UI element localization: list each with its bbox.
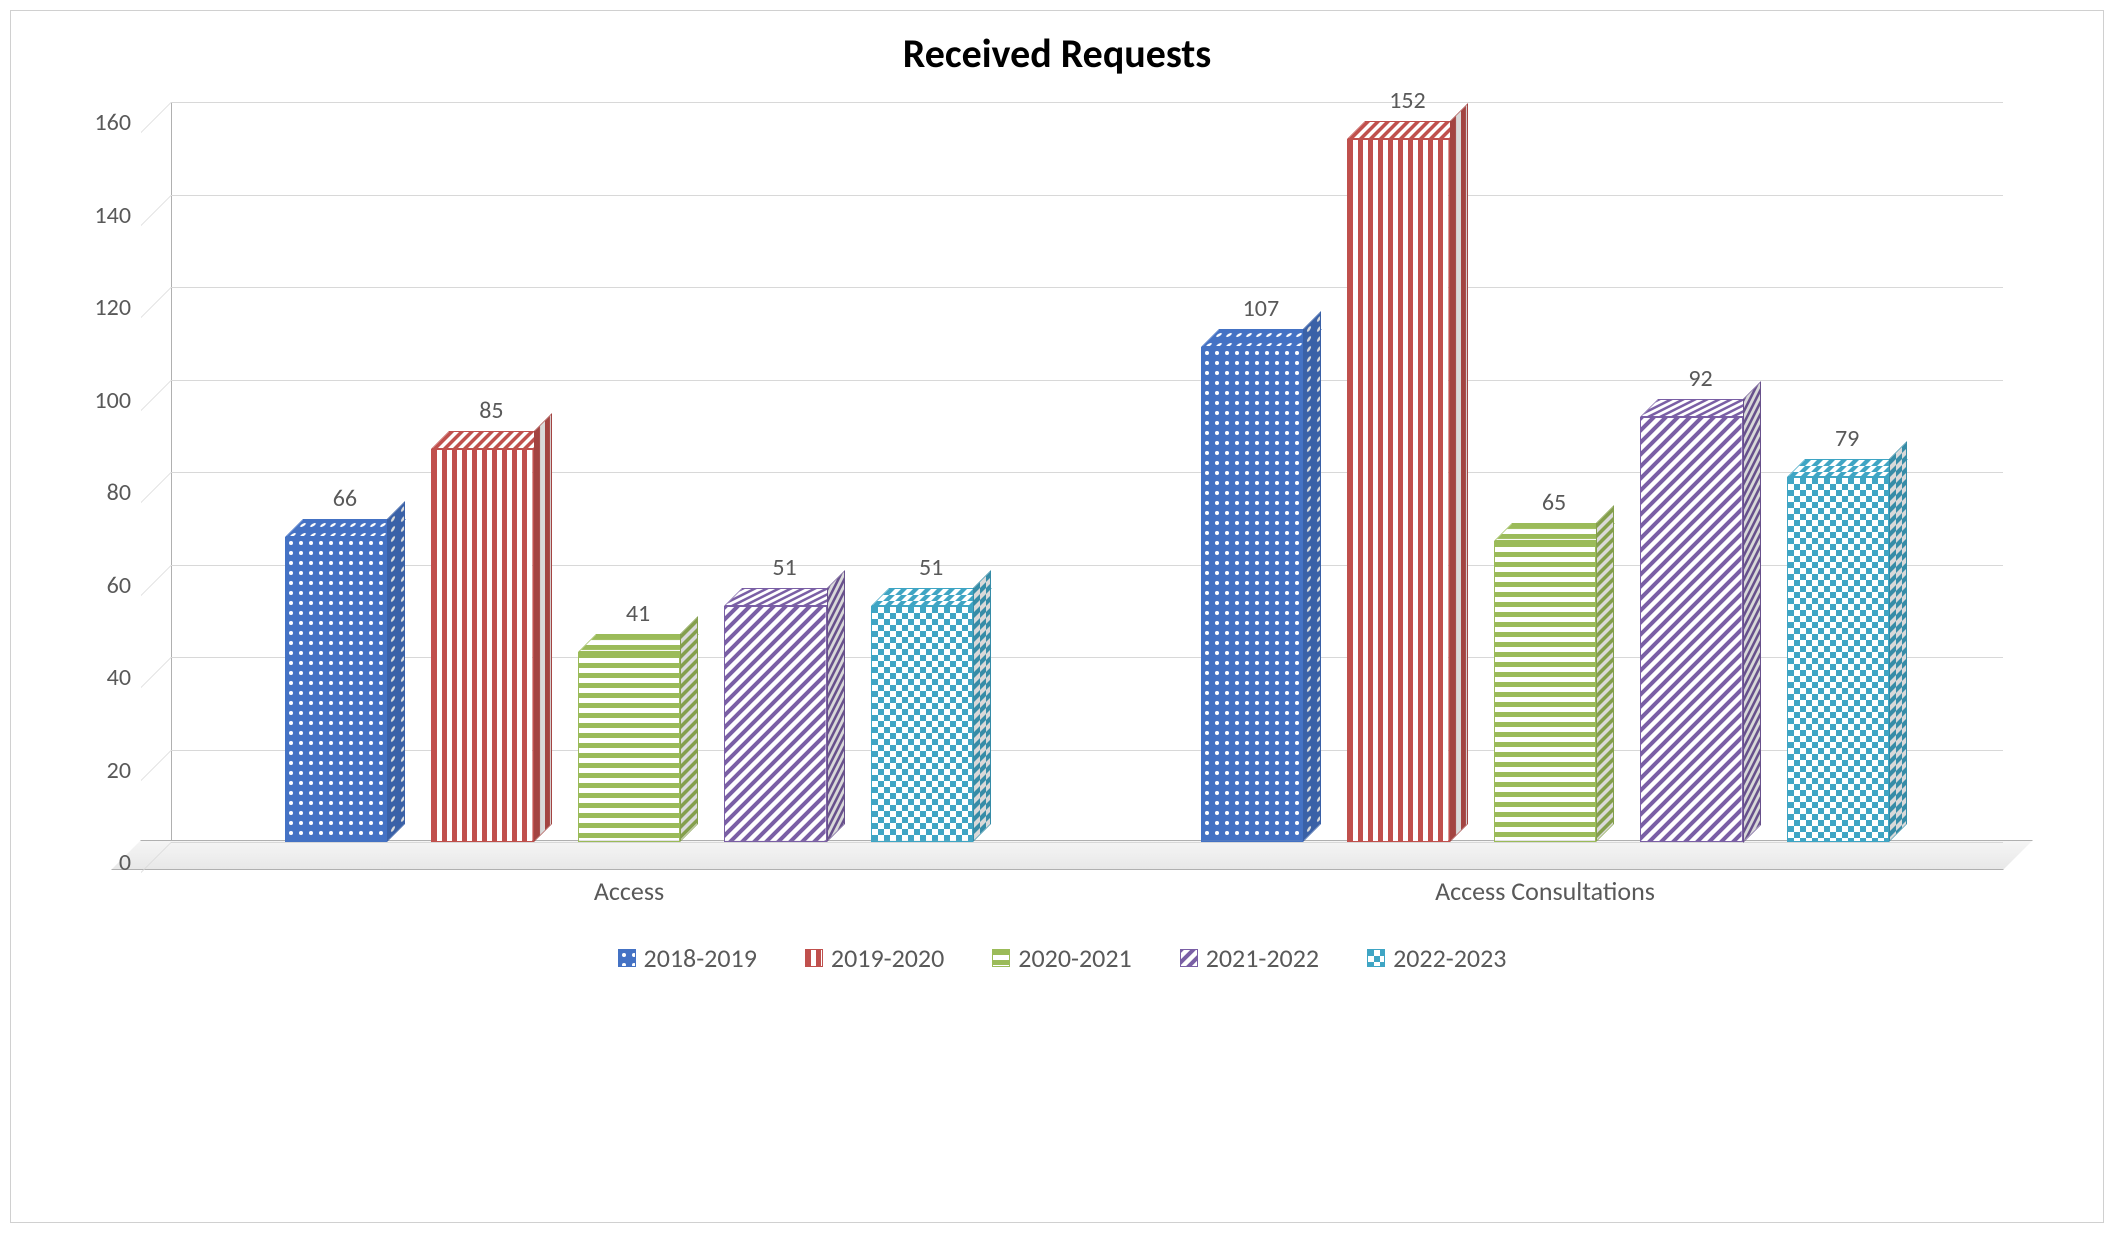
data-label: 66	[305, 484, 385, 513]
y-tick-label: 160	[81, 108, 131, 137]
y-tick-label: 100	[81, 386, 131, 415]
bars-layer: 6685415151107152659279	[171, 102, 2003, 842]
gridline-side	[141, 565, 171, 626]
y-tick-label: 60	[81, 571, 131, 600]
legend-swatch	[1180, 949, 1198, 967]
legend-item: 2022-2023	[1367, 942, 1506, 974]
y-tick-label: 0	[81, 848, 131, 877]
bar	[871, 606, 974, 842]
x-category-label: Access	[171, 875, 1087, 907]
data-label: 65	[1514, 488, 1594, 517]
legend-swatch	[992, 949, 1010, 967]
gridline-side	[141, 287, 171, 348]
y-tick-label: 120	[81, 293, 131, 322]
plot-area: 020406080100120140160 668541515110715265…	[81, 102, 2043, 902]
data-label: 41	[598, 599, 678, 628]
chart-frame: Received Requests 020406080100120140160 …	[10, 10, 2104, 1223]
bar	[724, 606, 827, 842]
plot-wrapper: 020406080100120140160 668541515110715265…	[81, 102, 2043, 974]
legend-item: 2018-2019	[618, 942, 757, 974]
legend-label: 2018-2019	[644, 942, 757, 974]
gridline-side	[141, 102, 171, 163]
data-label: 107	[1221, 294, 1301, 323]
legend: 2018-2019 2019-2020 2020-2021 2021-2022 2022…	[81, 942, 2043, 974]
y-tick-label: 40	[81, 663, 131, 692]
gridline-side	[141, 472, 171, 533]
data-label: 92	[1661, 364, 1741, 393]
data-label: 79	[1807, 424, 1887, 453]
legend-swatch	[1367, 949, 1385, 967]
bar	[1201, 347, 1304, 842]
legend-item: 2019-2020	[805, 942, 944, 974]
gridline-side	[141, 195, 171, 256]
legend-label: 2019-2020	[831, 942, 944, 974]
bar	[578, 652, 681, 842]
data-label: 51	[891, 553, 971, 582]
bar	[1640, 417, 1743, 843]
bar	[431, 449, 534, 842]
chart-title: Received Requests	[51, 29, 2063, 78]
legend-item: 2021-2022	[1180, 942, 1319, 974]
floor	[111, 840, 2033, 870]
data-label: 85	[451, 396, 531, 425]
y-tick-label: 140	[81, 201, 131, 230]
y-tick-label: 80	[81, 478, 131, 507]
y-tick-label: 20	[81, 756, 131, 785]
data-label: 152	[1367, 86, 1447, 115]
bar	[1347, 139, 1450, 842]
bar	[285, 537, 388, 842]
legend-swatch	[618, 949, 636, 967]
gridline-side	[141, 657, 171, 718]
bar	[1787, 477, 1890, 842]
legend-label: 2022-2023	[1393, 942, 1506, 974]
gridline-side	[141, 380, 171, 441]
legend-item: 2020-2021	[992, 942, 1131, 974]
legend-label: 2020-2021	[1018, 942, 1131, 974]
gridline	[171, 842, 2003, 843]
legend-label: 2021-2022	[1206, 942, 1319, 974]
legend-swatch	[805, 949, 823, 967]
bar	[1494, 541, 1597, 842]
data-label: 51	[745, 553, 825, 582]
gridline-side	[141, 750, 171, 811]
x-category-label: Access Consultations	[1087, 875, 2003, 907]
